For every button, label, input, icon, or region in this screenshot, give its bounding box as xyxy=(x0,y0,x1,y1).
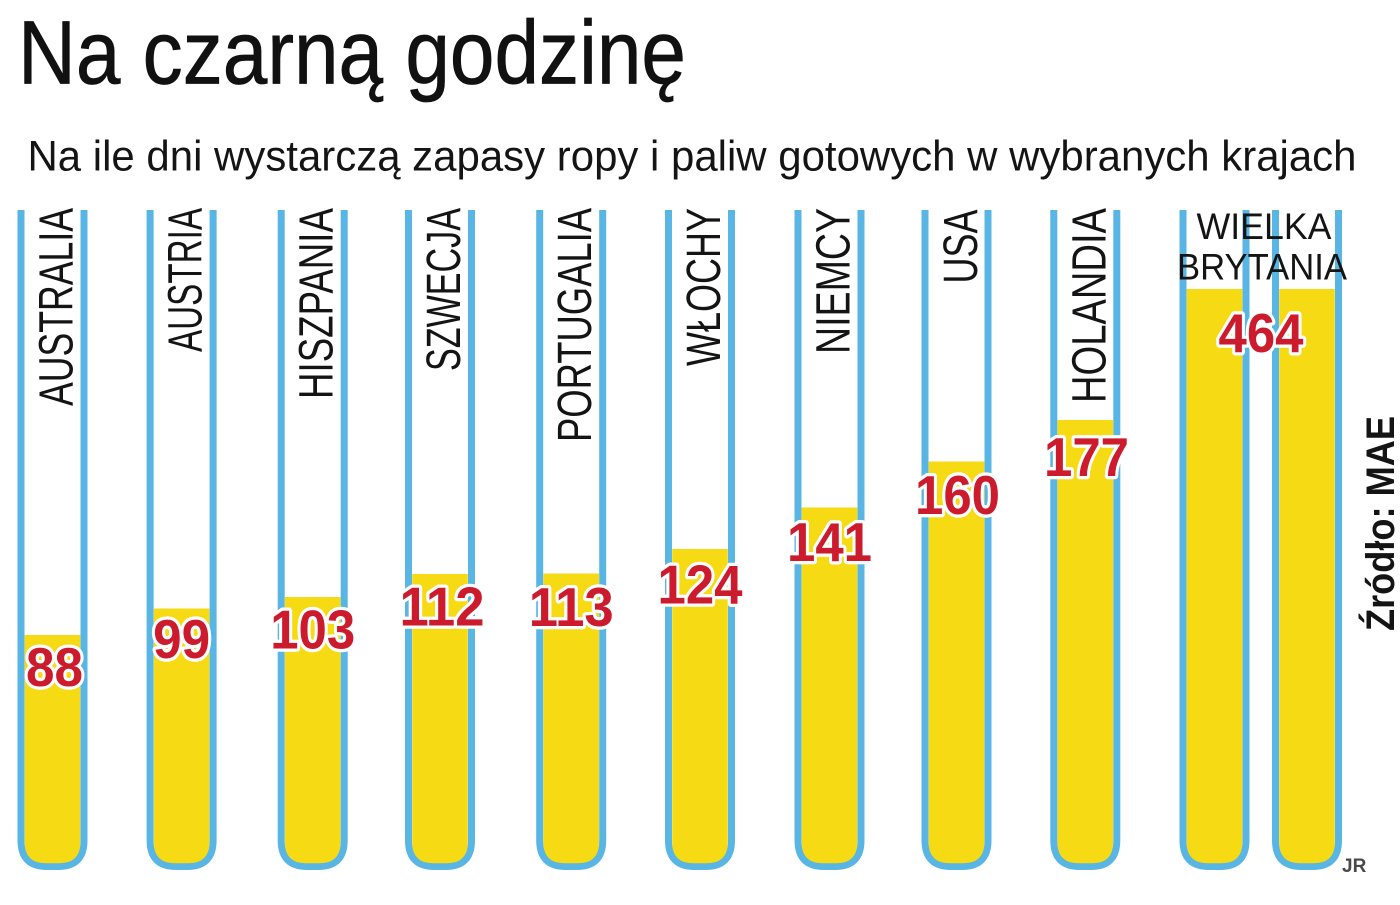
svg-text:USA: USA xyxy=(935,210,988,284)
svg-text:SZWECJA: SZWECJA xyxy=(418,208,471,371)
svg-text:103: 103 xyxy=(270,598,355,660)
svg-text:NIEMCY: NIEMCY xyxy=(808,208,861,354)
svg-text:JR: JR xyxy=(1342,856,1367,877)
svg-text:AUSTRIA: AUSTRIA xyxy=(160,208,213,352)
svg-text:PORTUGALIA: PORTUGALIA xyxy=(549,208,602,442)
svg-text:112: 112 xyxy=(400,575,485,637)
svg-text:BRYTANIA: BRYTANIA xyxy=(1177,247,1347,288)
svg-text:AUSTRALIA: AUSTRALIA xyxy=(31,208,84,406)
svg-text:Na ile dni wystarczą zapasy ro: Na ile dni wystarczą zapasy ropy i paliw… xyxy=(28,133,1357,181)
svg-text:160: 160 xyxy=(915,464,1000,526)
svg-text:HISZPANIA: HISZPANIA xyxy=(291,208,344,399)
svg-text:124: 124 xyxy=(658,553,743,615)
svg-text:WIELKA: WIELKA xyxy=(1197,206,1332,247)
svg-text:177: 177 xyxy=(1044,426,1129,488)
svg-text:WŁOCHY: WŁOCHY xyxy=(678,208,731,366)
svg-text:99: 99 xyxy=(153,608,210,670)
svg-text:88: 88 xyxy=(26,636,83,698)
svg-text:464: 464 xyxy=(1219,302,1304,364)
svg-text:141: 141 xyxy=(787,511,872,573)
svg-text:113: 113 xyxy=(529,576,614,638)
svg-text:HOLANDIA: HOLANDIA xyxy=(1064,208,1117,403)
svg-text:Na czarną godzinę: Na czarną godzinę xyxy=(18,4,686,104)
svg-text:Źródło: MAE: Źródło: MAE xyxy=(1358,416,1400,631)
